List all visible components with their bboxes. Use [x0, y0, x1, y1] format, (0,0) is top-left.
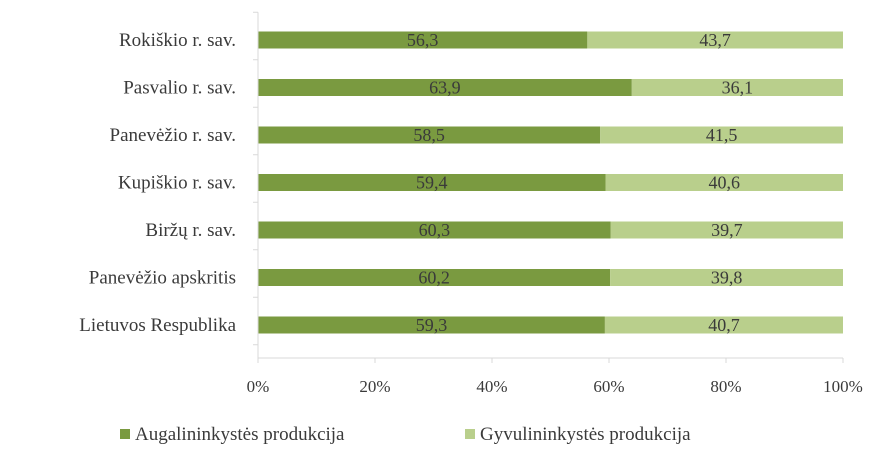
bar-segment-livestock — [610, 221, 843, 239]
legend-swatch — [120, 429, 130, 439]
category-label: Panevėžio r. sav. — [110, 125, 236, 146]
category-labels: Rokiškio r. sav. Pasvalio r. sav. Panevėži… — [79, 30, 236, 336]
data-label: 60,3 — [419, 220, 451, 240]
data-label: 36,1 — [722, 78, 754, 98]
data-label: 40,6 — [708, 173, 740, 193]
data-label: 56,3 — [407, 30, 439, 50]
legend-label: Gyvulininkystės produkcija — [480, 424, 691, 445]
bar-segment-crop — [258, 221, 611, 239]
legend-label: Augalininkystės produkcija — [135, 424, 345, 445]
category-label: Biržų r. sav. — [145, 220, 236, 241]
x-tick-label: 60% — [593, 377, 624, 396]
x-tick-label: 80% — [710, 377, 741, 396]
bar-segment-crop — [258, 79, 632, 96]
bar-segment-crop — [258, 126, 601, 144]
bar-segment-livestock — [600, 126, 843, 144]
bar-segment-livestock — [610, 269, 843, 286]
bar-segment-crop — [258, 174, 606, 191]
x-tick-label: 20% — [359, 377, 390, 396]
x-tick-label: 0% — [247, 377, 270, 396]
bars-group: 56,3 43,7 63,9 36,1 58,5 41,5 59,4 40,6 60,3 39,7… — [258, 30, 843, 335]
x-tick-label: 40% — [476, 377, 507, 396]
data-label: 39,8 — [711, 268, 743, 288]
data-label: 59,4 — [416, 173, 448, 193]
category-label: Pasvalio r. sav. — [123, 78, 236, 99]
data-label: 40,7 — [708, 315, 740, 335]
bar-segment-crop — [258, 269, 611, 286]
legend-swatch — [465, 429, 475, 439]
category-label: Rokiškio r. sav. — [119, 30, 236, 51]
data-label: 58,5 — [413, 125, 445, 145]
x-axis: 0% 20% 40% 60% 80% 100% — [247, 11, 863, 396]
bar-segment-livestock — [605, 174, 843, 191]
category-label: Kupiškio r. sav. — [118, 173, 236, 194]
data-label: 43,7 — [699, 30, 731, 50]
bar-segment-livestock — [587, 31, 843, 49]
data-label: 39,7 — [711, 220, 743, 240]
bar-segment-crop — [258, 316, 605, 334]
legend: Augalininkystės produkcija Gyvulininkystė… — [120, 424, 691, 445]
bar-segment-crop — [258, 31, 588, 49]
bar-segment-livestock — [631, 79, 843, 96]
x-tick-label: 100% — [823, 377, 863, 396]
data-label: 63,9 — [429, 78, 461, 98]
bar-segment-livestock — [604, 316, 843, 334]
category-label: Lietuvos Respublika — [79, 315, 236, 336]
category-label: Panevėžio apskritis — [89, 268, 236, 289]
data-label: 60,2 — [418, 268, 450, 288]
data-label: 41,5 — [706, 125, 738, 145]
data-label: 59,3 — [416, 315, 448, 335]
